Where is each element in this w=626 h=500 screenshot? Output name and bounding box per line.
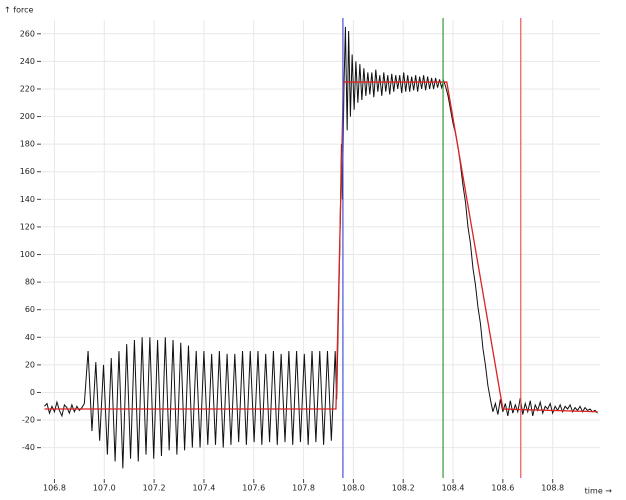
y-tick-label: -20 (22, 416, 35, 425)
y-tick-label: 160 (20, 167, 35, 176)
x-tick-label: 107.6 (242, 484, 265, 493)
y-tick-label: 60 (25, 305, 35, 314)
y-tick-label: 20 (25, 360, 35, 369)
x-tick-label: 108.8 (541, 484, 564, 493)
x-axis-label: time → (585, 487, 613, 496)
y-tick-label: 240 (20, 57, 35, 66)
y-tick-label: 0 (30, 388, 35, 397)
y-tick-label: 140 (20, 195, 35, 204)
y-tick-label: 40 (25, 333, 35, 342)
y-tick-label: 200 (20, 112, 35, 121)
y-tick-label: 260 (20, 29, 35, 38)
data-line (44, 26, 598, 469)
x-tick-label: 107.8 (292, 484, 315, 493)
x-tick-label: 108.6 (491, 484, 514, 493)
y-tick-label: 100 (20, 250, 35, 259)
y-tick-label: 180 (20, 140, 35, 149)
x-tick-label: 108.4 (442, 484, 465, 493)
x-tick-label: 106.8 (43, 484, 66, 493)
x-tick-label: 108.2 (392, 484, 415, 493)
y-tick-label: 220 (20, 84, 35, 93)
x-tick-label: 107.4 (192, 484, 215, 493)
y-axis-label: ↑ force (4, 6, 33, 15)
y-tick-label: 120 (20, 222, 35, 231)
x-tick-label: 107.2 (143, 484, 166, 493)
y-tick-label: -40 (22, 443, 35, 452)
data-line (44, 81, 598, 413)
x-tick-label: 107.0 (93, 484, 116, 493)
x-tick-label: 108.0 (342, 484, 365, 493)
y-tick-label: 80 (25, 278, 35, 287)
